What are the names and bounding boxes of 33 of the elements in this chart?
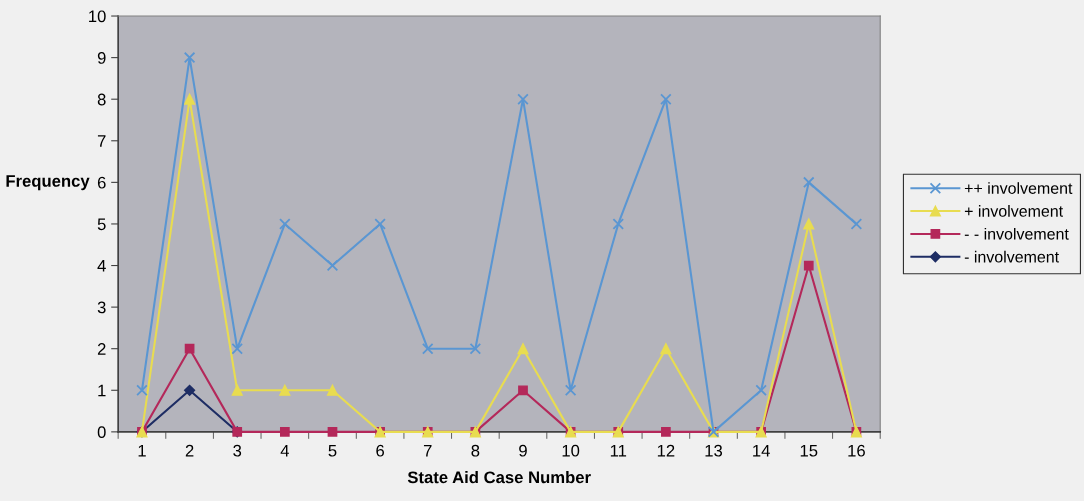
x-tick-label: 4 — [280, 444, 289, 457]
x-tick-label: 8 — [471, 444, 480, 457]
x-tick-label: 16 — [848, 444, 865, 457]
legend-label: - involvement — [964, 250, 1059, 263]
y-tick-label: 3 — [97, 301, 106, 314]
x-tick-label: 12 — [657, 444, 675, 457]
y-tick-label: 0 — [97, 426, 106, 439]
y-axis-title: Frequency — [6, 175, 90, 191]
legend-label: + involvement — [964, 205, 1063, 217]
x-tick-label: 5 — [328, 444, 337, 457]
y-tick-label: 9 — [97, 52, 106, 64]
y-tick-label: 6 — [97, 176, 106, 189]
x-tick-label: 2 — [185, 444, 194, 457]
x-tick-label: 10 — [562, 444, 580, 457]
y-tick-label: 4 — [97, 260, 106, 272]
y-tick-label: 2 — [97, 343, 106, 355]
x-axis-title: State Aid Case Number — [407, 471, 591, 484]
x-tick-label: 13 — [705, 444, 723, 457]
y-tick-label: 5 — [97, 218, 106, 231]
y-tick-label: 1 — [98, 384, 106, 397]
x-tick-label: 15 — [800, 444, 818, 457]
x-tick-label: 14 — [753, 444, 770, 457]
x-tick-label: 9 — [519, 444, 527, 457]
y-tick-label: 8 — [97, 93, 106, 106]
x-tick-label: 7 — [423, 444, 432, 457]
legend-label: - - involvement — [964, 227, 1069, 240]
x-tick-label: 1 — [138, 444, 146, 457]
y-tick-label: 7 — [97, 135, 106, 147]
x-tick-label: 11 — [610, 444, 627, 457]
legend-label: ++ involvement — [964, 182, 1073, 194]
y-tick-label: 10 — [89, 10, 106, 23]
x-tick-label: 6 — [376, 444, 385, 457]
x-tick-label: 3 — [233, 444, 242, 457]
